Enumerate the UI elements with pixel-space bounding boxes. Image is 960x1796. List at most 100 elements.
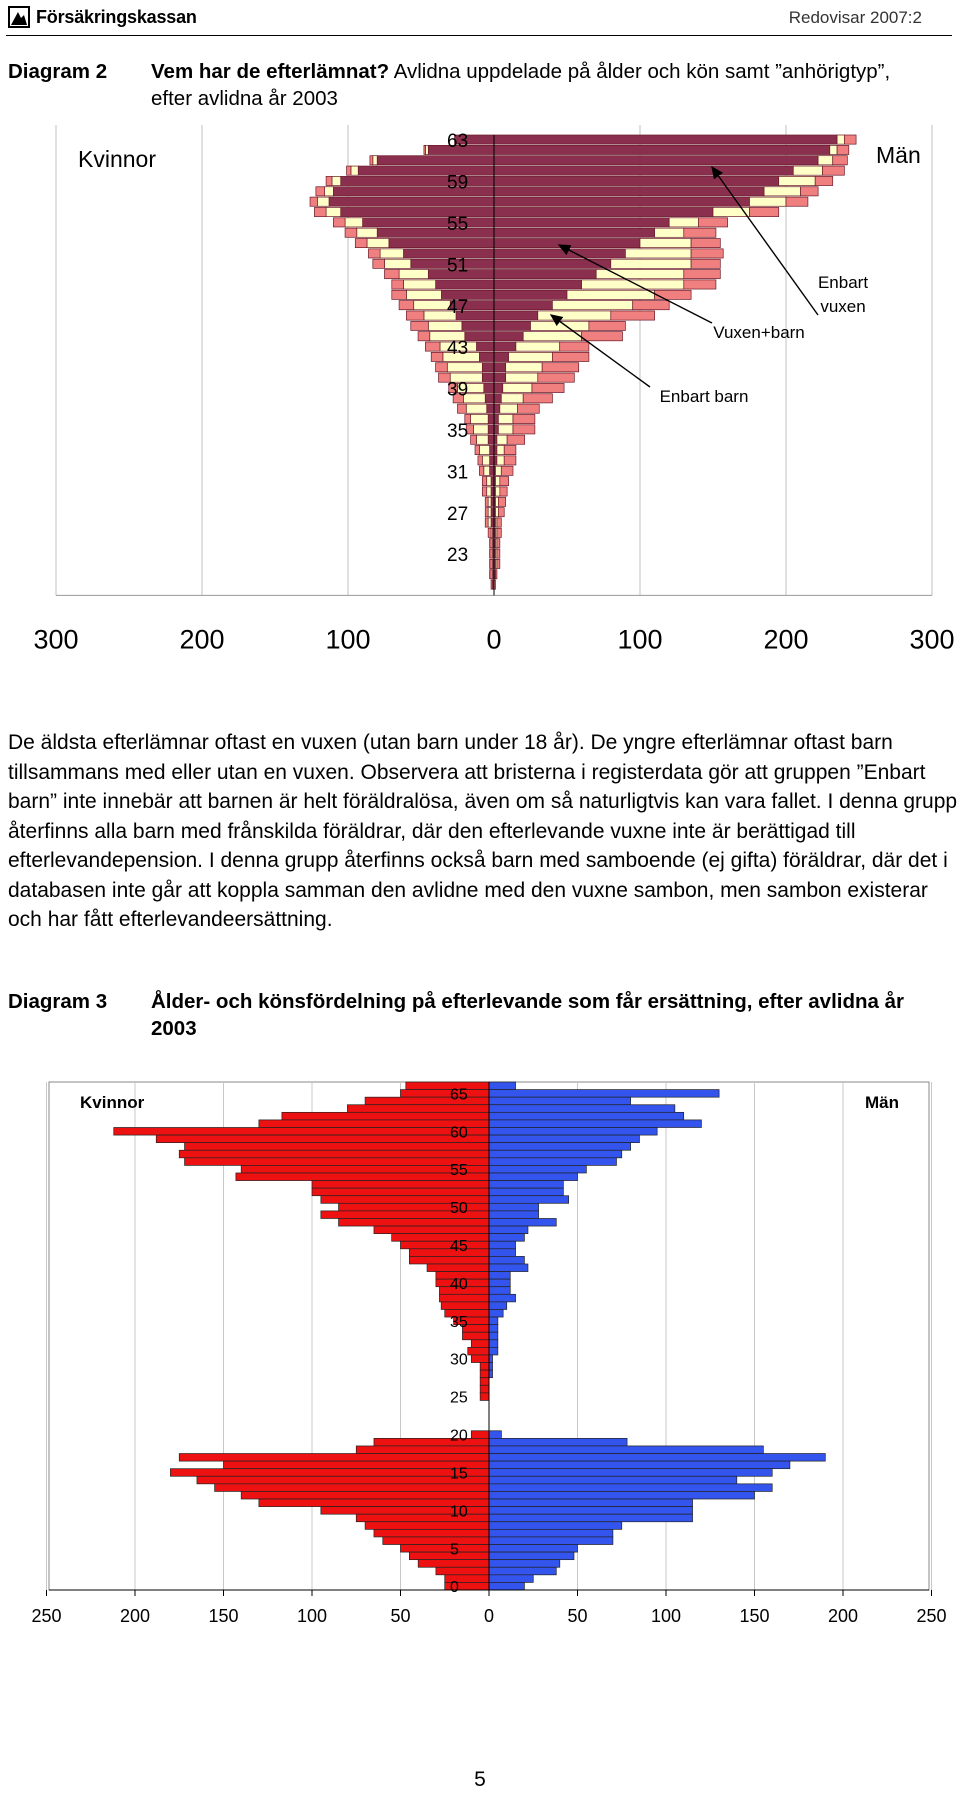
annotation-enbart-vuxen-line2: vuxen xyxy=(820,297,865,316)
bar-man xyxy=(496,527,502,538)
bar-kvinnor xyxy=(113,1127,490,1136)
bar-man xyxy=(496,434,508,445)
bar-kvinnor xyxy=(489,455,495,466)
bar-man xyxy=(499,486,508,497)
bar-kvinnor xyxy=(446,362,483,373)
logo-text: Försäkringskassan xyxy=(36,6,197,27)
bar-man xyxy=(488,1111,685,1121)
bar-kvinnor xyxy=(338,1218,490,1227)
page-number: 5 xyxy=(474,1768,486,1791)
bar-kvinnor xyxy=(400,1240,490,1250)
x-tick-label: 250 xyxy=(31,1606,61,1626)
bar-man xyxy=(531,383,565,393)
y-tick-label: 50 xyxy=(450,1200,468,1217)
x-tick-label: 50 xyxy=(567,1606,587,1626)
y-tick-label: 40 xyxy=(450,1276,468,1293)
bar-man xyxy=(559,341,590,352)
bar-man xyxy=(552,300,634,311)
bar-kvinnor xyxy=(470,1430,490,1439)
bar-kvinnor xyxy=(474,445,480,455)
bar-kvinnor xyxy=(373,1225,490,1234)
label-kvinnor: Kvinnor xyxy=(80,1093,145,1112)
bar-man xyxy=(530,320,590,331)
bar-man xyxy=(488,1483,773,1492)
y-tick-label: 59 xyxy=(447,173,468,194)
bar-kvinnor xyxy=(350,165,359,176)
bar-kvinnor xyxy=(481,476,488,487)
bar-man xyxy=(499,403,518,414)
bar-kvinnor xyxy=(438,372,451,383)
bar-man xyxy=(683,269,721,280)
x-tick-label: 100 xyxy=(325,624,370,654)
bar-kvinnor xyxy=(347,1104,490,1113)
bar-man xyxy=(581,331,623,342)
bar-kvinnor xyxy=(417,331,431,342)
y-tick-label: 65 xyxy=(450,1086,468,1103)
bar-kvinnor xyxy=(464,331,495,342)
bar-man xyxy=(488,1551,575,1561)
bar-kvinnor xyxy=(406,289,442,300)
bar-man xyxy=(488,1149,623,1159)
bar-kvinnor xyxy=(391,289,407,300)
bar-man xyxy=(493,372,507,383)
bar-man xyxy=(495,496,499,507)
y-tick-label: 45 xyxy=(450,1238,468,1255)
bar-man xyxy=(488,1460,791,1470)
bar-man xyxy=(522,393,553,404)
bar-kvinnor xyxy=(391,1233,490,1242)
x-tick-label: 100 xyxy=(297,1606,327,1626)
bar-man xyxy=(749,207,780,217)
bar-kvinnor xyxy=(467,1347,490,1356)
y-tick-label: 35 xyxy=(447,421,468,442)
bar-kvinnor xyxy=(484,393,495,404)
bar-man xyxy=(488,1202,539,1212)
y-tick-label: 5 xyxy=(450,1541,459,1558)
x-tick-label: 100 xyxy=(617,624,662,654)
bar-kvinnor xyxy=(344,227,358,238)
bar-man xyxy=(683,227,717,238)
bar-man xyxy=(749,196,787,207)
bar-man xyxy=(495,465,502,476)
bar-man xyxy=(495,486,501,497)
x-tick-label: 200 xyxy=(120,1606,150,1626)
bar-man xyxy=(488,1172,578,1181)
bar-kvinnor xyxy=(379,248,404,259)
bar-kvinnor xyxy=(487,414,495,424)
bar-man xyxy=(496,455,505,466)
y-tick-label: 27 xyxy=(447,504,468,525)
bar-man xyxy=(493,238,641,248)
bar-kvinnor xyxy=(479,465,485,476)
bar-kvinnor xyxy=(484,507,489,518)
bar-kvinnor xyxy=(311,1187,490,1197)
y-tick-label: 55 xyxy=(447,214,468,235)
bar-kvinnor xyxy=(481,486,488,497)
bar-kvinnor xyxy=(373,1528,490,1538)
bar-man xyxy=(488,1271,511,1280)
bar-man xyxy=(493,362,507,373)
bar-man xyxy=(493,383,504,393)
bar-kvinnor xyxy=(184,1142,490,1151)
x-tick-label: 200 xyxy=(179,624,224,654)
bar-man xyxy=(488,1354,493,1363)
bar-kvinnor xyxy=(487,496,492,507)
bar-kvinnor xyxy=(479,352,495,362)
bar-man xyxy=(493,414,499,424)
bar-kvinnor xyxy=(425,145,429,155)
bar-man xyxy=(488,1309,504,1318)
bar-man xyxy=(488,1286,511,1295)
bar-man xyxy=(493,320,531,331)
bar-kvinnor xyxy=(487,434,495,445)
bar-kvinnor xyxy=(178,1149,490,1159)
bar-kvinnor xyxy=(413,300,451,311)
bar-kvinnor xyxy=(400,1544,490,1553)
bar-man xyxy=(488,1180,564,1189)
bar-kvinnor xyxy=(481,455,490,466)
bar-kvinnor xyxy=(357,165,495,176)
bar-kvinnor xyxy=(457,403,467,414)
bar-kvinnor xyxy=(440,1301,490,1310)
bar-man xyxy=(488,1498,693,1507)
bar-kvinnor xyxy=(384,258,412,269)
bar-man xyxy=(654,227,685,238)
bar-man xyxy=(581,279,685,290)
